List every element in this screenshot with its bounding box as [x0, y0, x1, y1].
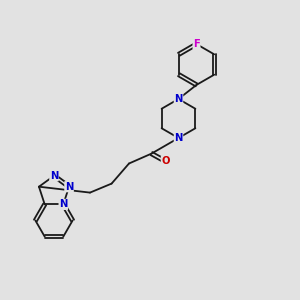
- Text: N: N: [50, 171, 58, 181]
- Text: F: F: [193, 39, 200, 49]
- Text: N: N: [65, 182, 73, 192]
- Text: N: N: [59, 200, 68, 209]
- Text: O: O: [161, 156, 170, 167]
- Text: N: N: [174, 94, 183, 104]
- Text: N: N: [174, 133, 183, 143]
